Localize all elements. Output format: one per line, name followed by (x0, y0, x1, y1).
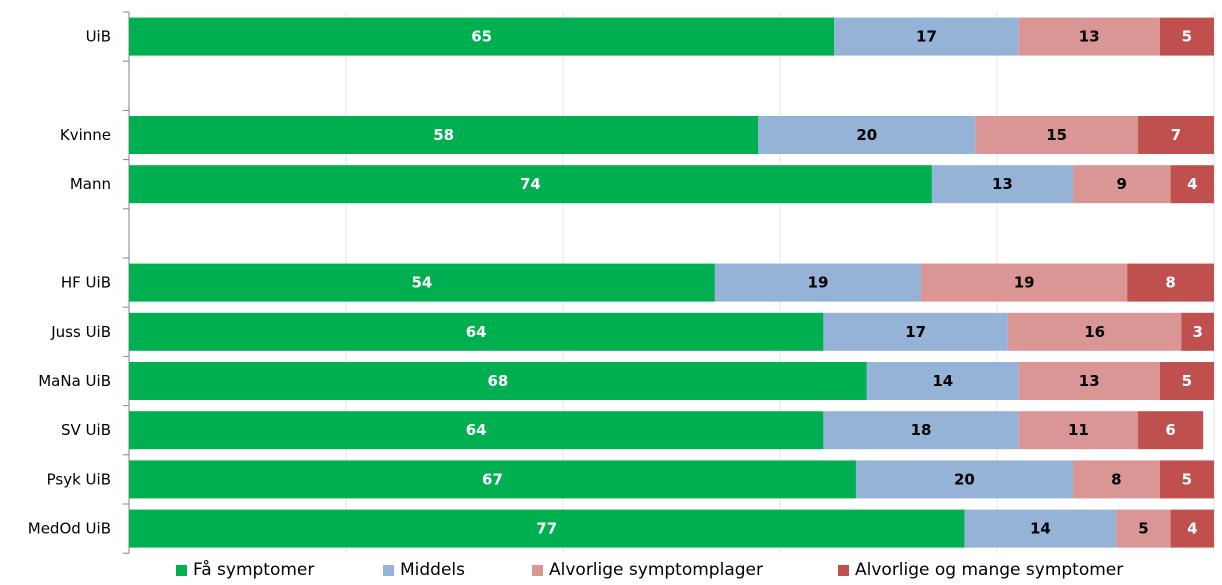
category-label: SV UiB (61, 421, 111, 439)
bar-segment (129, 460, 856, 499)
data-label: 8 (1111, 470, 1121, 488)
category-label: Mann (70, 175, 111, 193)
legend-label: Alvorlige og mange symptomer (855, 560, 1124, 580)
data-label: 74 (520, 175, 541, 193)
data-label: 77 (536, 520, 557, 538)
bar-segment (823, 411, 1019, 450)
bar-segment (758, 116, 976, 154)
data-label: 19 (808, 274, 829, 292)
bar-segment (975, 116, 1139, 154)
bar-segment (1018, 411, 1139, 450)
bar-segment (129, 411, 824, 450)
legend-item: Alvorlige og mange symptomer (838, 560, 1123, 580)
data-label: 64 (466, 323, 487, 341)
data-label: 65 (471, 28, 492, 46)
legend-item: Alvorlige symptomplager (532, 560, 763, 580)
data-label: 4 (1187, 520, 1197, 538)
category-axis (123, 11, 130, 554)
data-label: 13 (992, 175, 1013, 193)
data-label: 7 (1171, 126, 1181, 144)
bar-segment (931, 165, 1073, 204)
legend-item: Middels (383, 560, 465, 580)
bars: 65 17 13 558 20 15 774 13 9 454 19 19 864 17 16 368 14 13… (129, 17, 1214, 548)
data-label: 5 (1138, 520, 1148, 538)
data-label: 17 (905, 323, 926, 341)
bar-segment (1018, 362, 1160, 400)
legend-label: Middels (400, 560, 466, 580)
data-label: 8 (1165, 274, 1175, 292)
bar-segment (834, 17, 1019, 56)
data-label: 6 (1165, 421, 1175, 439)
data-label: 68 (487, 372, 508, 390)
bar-segment (1018, 17, 1160, 56)
category-label: Kvinne (60, 126, 111, 144)
data-label: 20 (954, 470, 975, 488)
bar-segment (129, 165, 932, 204)
category-label: MedOd UiB (28, 520, 111, 538)
data-label: 4 (1187, 175, 1197, 193)
data-label: 58 (433, 126, 454, 144)
bar-segment (1138, 116, 1214, 154)
data-label: 67 (482, 470, 503, 488)
bar-segment (964, 509, 1117, 548)
data-label: 14 (932, 372, 953, 390)
data-label: 18 (911, 421, 932, 439)
data-label: 13 (1079, 372, 1100, 390)
category-labels: UiB Kvinne Mann HF UiB Juss UiB MaNa UiB SV Ui… (28, 28, 111, 538)
bar-segment (129, 509, 965, 548)
stacked-bar-chart: 65 17 13 558 20 15 774 13 9 454 19 19 864 17 16 368 14 13… (28, 11, 1215, 554)
bar-segment (129, 312, 824, 351)
bar-segment (1159, 17, 1214, 56)
category-label: HF UiB (61, 274, 111, 292)
category-label: Psyk UiB (47, 470, 111, 488)
bar-segment (129, 362, 867, 400)
legend-swatch (532, 564, 543, 576)
data-label: 3 (1193, 323, 1203, 341)
data-label: 14 (1030, 520, 1051, 538)
legend-item: Få symptomer (176, 560, 314, 580)
data-label: 5 (1182, 470, 1192, 488)
bar-segment (921, 263, 1128, 302)
data-label: 17 (916, 28, 937, 46)
data-label: 11 (1068, 421, 1089, 439)
bar-segment (1072, 460, 1160, 499)
bar-segment (866, 362, 1019, 400)
data-label: 5 (1182, 372, 1192, 390)
bar-segment (1170, 165, 1214, 204)
legend-swatch (838, 564, 849, 576)
data-label: 19 (1014, 274, 1035, 292)
legend-swatch (383, 564, 394, 576)
data-label: 5 (1182, 28, 1192, 46)
category-label: UiB (86, 28, 111, 46)
data-label: 15 (1046, 126, 1067, 144)
data-label: 20 (856, 126, 877, 144)
data-label: 13 (1079, 28, 1100, 46)
legend: Få symptomer Middels Alvorlige symptomplag… (0, 560, 1222, 585)
legend-swatch (176, 564, 187, 576)
bar-segment (1072, 165, 1171, 204)
bar-segment (1159, 362, 1214, 400)
bar-segment (823, 312, 1008, 351)
data-label: 54 (412, 274, 433, 292)
bar-segment (1116, 509, 1171, 548)
bar-segment (855, 460, 1073, 499)
bar-segment (1170, 509, 1214, 548)
bar-segment (714, 263, 922, 302)
legend-label: Få symptomer (193, 560, 315, 580)
legend-label: Alvorlige symptomplager (549, 560, 763, 580)
category-label: Juss UiB (50, 323, 111, 341)
bar-segment (129, 17, 835, 56)
data-label: 9 (1117, 175, 1127, 193)
bar-segment (1181, 312, 1214, 351)
bar-segment (1007, 312, 1182, 351)
category-label: MaNa UiB (38, 372, 111, 390)
bar-segment (1127, 263, 1214, 302)
bar-segment (1159, 460, 1214, 499)
bar-segment (129, 116, 759, 154)
bar-segment (129, 263, 715, 302)
data-label: 16 (1084, 323, 1105, 341)
bar-segment (1138, 411, 1204, 450)
data-label: 64 (466, 421, 487, 439)
